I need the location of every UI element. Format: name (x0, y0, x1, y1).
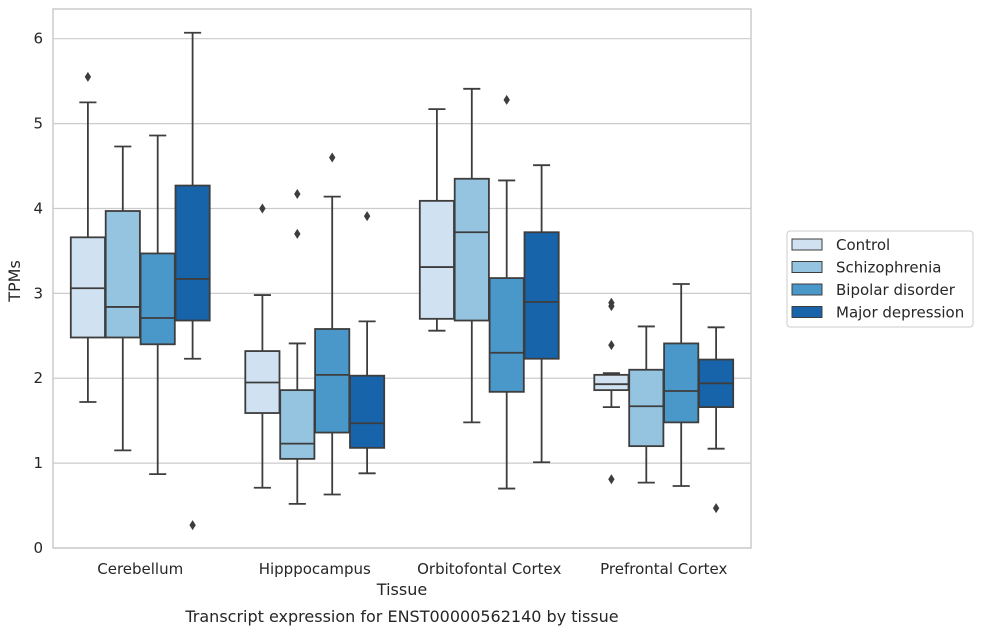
outlier-point (84, 71, 92, 82)
box-hipppocampus-major-depression (349, 211, 386, 475)
box-iqr (663, 342, 700, 424)
chart-caption: Transcript expression for ENST0000056214… (184, 607, 618, 626)
box-prefrontal-cortex-bipolar-disorder (663, 283, 700, 487)
outlier-point (608, 340, 615, 351)
box-cerebellum-control (69, 71, 106, 403)
y-axis-ticks: 0 1 2 3 4 5 6 (33, 30, 43, 557)
box-iqr (174, 184, 211, 322)
legend-frame (786, 230, 974, 328)
outlier-point (608, 474, 615, 485)
outlier-point (189, 520, 196, 531)
legend-label: Control (836, 236, 890, 254)
box-orbitofontal-cortex-major-depression (523, 164, 560, 464)
legend-swatch (791, 238, 823, 251)
box-hipppocampus-bipolar-disorder (314, 152, 351, 496)
box-orbitofontal-cortex-control (418, 108, 455, 332)
box-hipppocampus-schizophrenia (279, 189, 316, 505)
box-iqr (139, 252, 176, 346)
legend: Control Schizophrenia Bipolar disorder Majo… (786, 230, 974, 328)
box-iqr (104, 210, 141, 339)
legend-swatch (791, 306, 823, 318)
x-axis-label: Tissue (376, 580, 427, 599)
box-cerebellum-bipolar-disorder (139, 134, 176, 476)
x-tick-label: Hipppocampus (259, 560, 371, 578)
outlier-point (712, 503, 720, 514)
box-prefrontal-cortex-schizophrenia (628, 325, 665, 484)
box-iqr (628, 368, 665, 448)
plot-area-frame (52, 8, 752, 549)
legend-swatch (791, 261, 823, 273)
x-axis-ticks: Cerebellum Hipppocampus Orbitofontal Corte… (97, 560, 727, 578)
box-prefrontal-cortex-control (593, 297, 630, 485)
box-orbitofontal-cortex-bipolar-disorder (488, 94, 525, 490)
box-iqr (523, 231, 560, 360)
legend-swatch (791, 283, 823, 296)
y-tick-label: 3 (33, 284, 43, 302)
box-iqr (593, 373, 630, 392)
y-tick-label: 6 (33, 30, 43, 48)
box-iqr (314, 328, 351, 434)
box-iqr (418, 199, 455, 320)
x-tick-label: Orbitofontal Cortex (417, 560, 561, 578)
box-iqr (279, 389, 316, 460)
y-tick-label: 4 (33, 199, 43, 217)
y-axis-label: TPMs (5, 260, 24, 303)
box-cerebellum-major-depression (174, 31, 211, 531)
box-orbitofontal-cortex-schizophrenia (453, 87, 490, 424)
legend-label: Major depression (836, 304, 964, 322)
legend-label: Schizophrenia (836, 259, 941, 277)
box-iqr (349, 374, 386, 449)
box-hipppocampus-control (244, 203, 281, 489)
x-tick-label: Prefrontal Cortex (600, 560, 727, 578)
x-tick-label: Cerebellum (97, 560, 183, 578)
box-plot-series (69, 31, 735, 531)
outlier-point (294, 228, 301, 239)
outlier-point (259, 203, 266, 214)
y-tick-label: 2 (33, 369, 43, 387)
box-iqr (453, 177, 490, 322)
outlier-point (608, 297, 615, 308)
box-iqr (488, 277, 525, 393)
legend-label: Bipolar disorder (836, 281, 956, 299)
y-tick-label: 5 (33, 115, 43, 133)
box-cerebellum-schizophrenia (104, 145, 141, 452)
box-prefrontal-cortex-major-depression (698, 326, 735, 514)
outlier-point (503, 94, 510, 105)
outlier-point (294, 189, 301, 200)
y-tick-label: 1 (33, 454, 43, 472)
outlier-point (363, 211, 371, 222)
outlier-point (329, 152, 336, 163)
y-tick-label: 0 (33, 539, 43, 557)
